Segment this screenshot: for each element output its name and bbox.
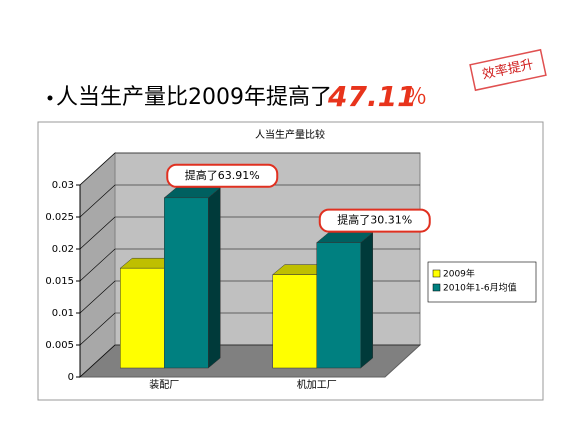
y-tick-label: 0.01 — [52, 308, 74, 319]
grid-line — [79, 248, 116, 282]
grid-line — [79, 216, 116, 250]
grid-line — [79, 184, 116, 218]
bar-side — [208, 187, 221, 369]
bar — [272, 274, 317, 369]
legend-swatch — [432, 283, 441, 292]
bar — [120, 267, 165, 369]
y-tick-label: 0.03 — [52, 180, 74, 191]
annotation-box — [318, 208, 431, 233]
highlight-number: 47.11 — [327, 80, 417, 113]
bar — [164, 197, 209, 369]
legend-swatch — [432, 269, 441, 278]
grid-line — [79, 312, 116, 346]
y-tick-label: 0 — [68, 372, 74, 383]
legend-box — [427, 261, 537, 303]
grid-line — [79, 344, 116, 378]
heading: 人当生产量比2009年提高了 — [56, 85, 332, 110]
annotation: 提高了63.91% — [185, 168, 260, 182]
grid-line — [79, 280, 116, 314]
legend-label: 2009年 — [443, 268, 475, 280]
stamp: 效率提升 — [469, 48, 547, 92]
bar-side — [360, 232, 373, 369]
y-tick-label: 0.015 — [45, 276, 74, 287]
grid-line — [79, 152, 116, 186]
y-tick-label: 0.02 — [52, 244, 74, 255]
y-tick-label: 0.005 — [45, 340, 74, 351]
stamp-box — [469, 48, 547, 92]
bar — [316, 242, 361, 369]
annotation-box — [166, 163, 279, 188]
chart-title: 人当生产量比较 — [255, 128, 325, 141]
legend-label: 2010年1-6月均值 — [443, 282, 517, 294]
bullet — [47, 95, 53, 101]
x-tick-label: 机加工厂 — [297, 378, 337, 391]
x-tick-label: 装配厂 — [149, 378, 179, 391]
y-tick-label: 0.025 — [45, 212, 74, 223]
annotation: 提高了30.31% — [337, 213, 412, 227]
highlight-unit: ％ — [405, 85, 427, 110]
